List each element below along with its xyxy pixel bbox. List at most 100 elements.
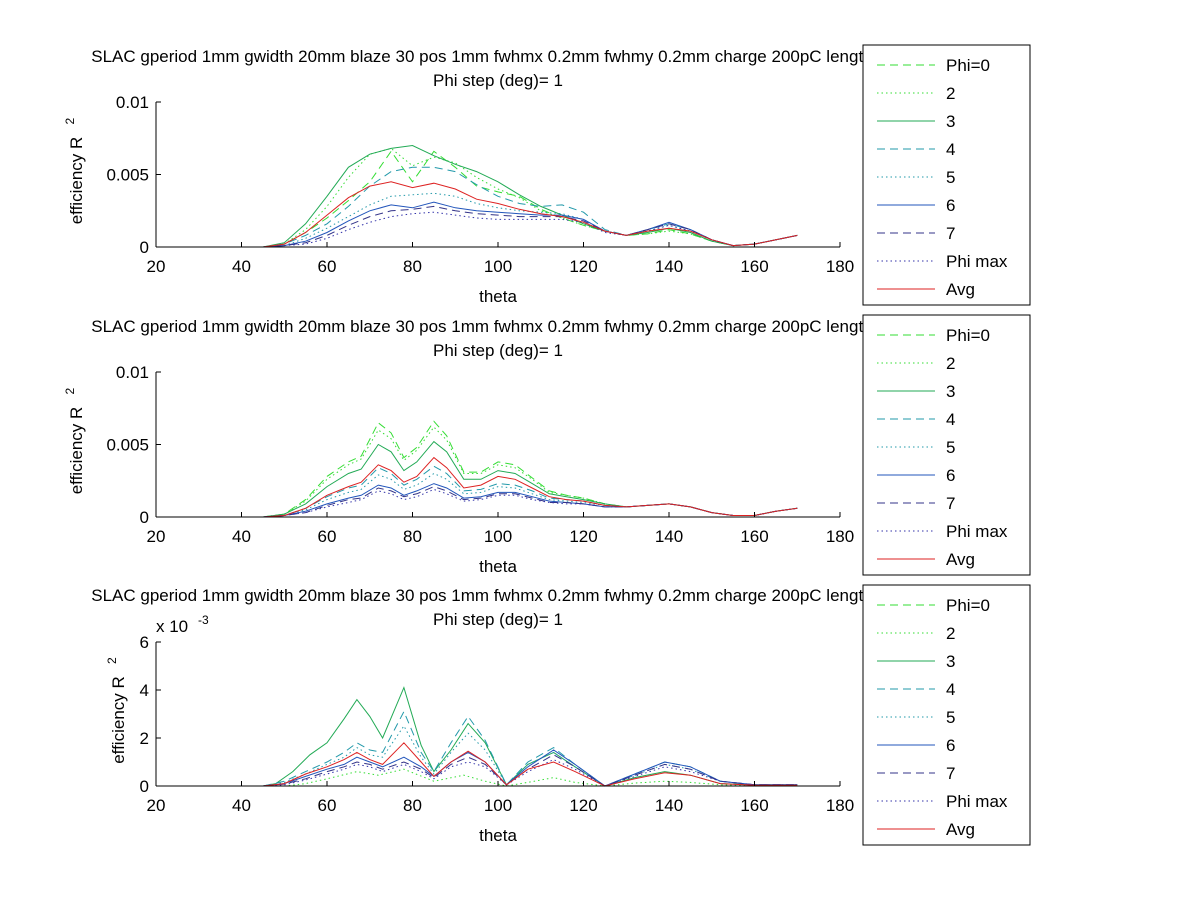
series-line-5 (198, 192, 798, 248)
plot-area (156, 642, 840, 786)
x-tick-label: 100 (484, 796, 512, 815)
legend-label: Phi max (946, 522, 1008, 541)
legend-label: 6 (946, 196, 955, 215)
legend-label: 6 (946, 466, 955, 485)
y-axis-label: efficiency R 2 (63, 388, 86, 495)
y-axis-label: efficiency R 2 (63, 118, 86, 225)
x-tick-label: 40 (232, 527, 251, 546)
legend-label: 7 (946, 224, 955, 243)
chart-title: SLAC gperiod 1mm gwidth 20mm blaze 30 po… (91, 317, 905, 336)
legend-label: Phi=0 (946, 326, 990, 345)
x-tick-label: 120 (569, 257, 597, 276)
legend-label: Avg (946, 550, 975, 569)
legend-label: 5 (946, 708, 955, 727)
series-line-5 (198, 725, 798, 787)
y-axis-label-text: efficiency R (67, 407, 86, 495)
x-tick-label: 180 (826, 796, 854, 815)
subplot-2: 20 40 60 80 100 120 140 160 180 0 0.005 0.01 SLAC gp… (63, 317, 905, 576)
x-tick-label: 60 (318, 796, 337, 815)
x-tick-label: 120 (569, 796, 597, 815)
series-line-2 (198, 768, 798, 787)
series-line-3 (198, 686, 798, 787)
legend-box (862, 314, 1031, 576)
x-axis-label: theta (479, 826, 517, 845)
series-line-1 (198, 150, 798, 248)
subplot-3: 20 40 60 80 100 120 140 160 180 0 2 4 6 x 10 -3 SLAC gp… (91, 586, 905, 845)
legend-label: 3 (946, 652, 955, 671)
legend-label: Phi max (946, 252, 1008, 271)
legend-label: 5 (946, 168, 955, 187)
legend-label: 7 (946, 764, 955, 783)
series-line-3 (198, 144, 798, 248)
chart-title: SLAC gperiod 1mm gwidth 20mm blaze 30 po… (91, 47, 905, 66)
x-tick-label: 60 (318, 527, 337, 546)
x-tick-label: 160 (740, 796, 768, 815)
y-axis-label-text: efficiency R (109, 676, 128, 764)
legend-label: Avg (946, 820, 975, 839)
x-tick-label: 100 (484, 257, 512, 276)
series-line-7 (198, 754, 798, 787)
legend-label: 2 (946, 354, 955, 373)
y-tick-label: 0.01 (116, 93, 149, 112)
legend-label: 3 (946, 382, 955, 401)
x-tick-label: 80 (403, 527, 422, 546)
series-line-9 (198, 181, 798, 248)
plot-area (156, 102, 840, 247)
x-tick-label: 80 (403, 257, 422, 276)
legend-label: 4 (946, 680, 955, 699)
y-axis-label-sup: 2 (63, 118, 77, 125)
y-tick-label: 0.005 (106, 436, 149, 455)
x-tick-label: 160 (740, 257, 768, 276)
legend-label: 6 (946, 736, 955, 755)
x-tick-label: 140 (655, 796, 683, 815)
x-axis-label: theta (479, 557, 517, 576)
y-tick-label: 0.01 (116, 363, 149, 382)
x-tick-label: 80 (403, 796, 422, 815)
legend-3: Phi=0 2 3 4 5 6 7 Phi max Avg (862, 584, 1031, 846)
y-tick-label: 0 (140, 238, 149, 257)
x-tick-label: 60 (318, 257, 337, 276)
chart-subtitle: Phi step (deg)= 1 (433, 341, 563, 360)
y-axis-label-sup: 2 (63, 388, 77, 395)
legend-label: Phi max (946, 792, 1008, 811)
x-axis-label: theta (479, 287, 517, 306)
x-tick-label: 160 (740, 527, 768, 546)
legend-label: 7 (946, 494, 955, 513)
x-tick-label: 40 (232, 796, 251, 815)
x-tick-label: 20 (147, 796, 166, 815)
legend-label: 2 (946, 624, 955, 643)
legend-label: 4 (946, 410, 955, 429)
legend-label: Phi=0 (946, 56, 990, 75)
chart-title: SLAC gperiod 1mm gwidth 20mm blaze 30 po… (91, 586, 905, 605)
x-tick-label: 140 (655, 257, 683, 276)
legend-box (862, 584, 1031, 846)
legend-label: Avg (946, 280, 975, 299)
legend-label: Phi=0 (946, 596, 990, 615)
series-line-6 (198, 749, 798, 787)
chart-subtitle: Phi step (deg)= 1 (433, 71, 563, 90)
y-tick-label: 2 (140, 729, 149, 748)
x-tick-label: 180 (826, 527, 854, 546)
y-axis-label-sup: 2 (105, 657, 119, 664)
y-tick-label: 6 (140, 633, 149, 652)
legend-label: 2 (946, 84, 955, 103)
legend-1: Phi=0 2 3 4 5 6 7 Phi max Avg (862, 44, 1031, 306)
y-axis-label: efficiency R 2 (105, 657, 128, 764)
legend-2: Phi=0 2 3 4 5 6 7 Phi max Avg (862, 314, 1031, 576)
x-tick-label: 180 (826, 257, 854, 276)
subplot-1: 20 40 60 80 100 120 140 160 180 0 0.005 0.01 SLAC gp… (63, 47, 905, 306)
y-exponent-label: x 10 (156, 617, 188, 636)
series-line-5 (198, 472, 798, 518)
legend-box (862, 44, 1031, 306)
x-tick-label: 20 (147, 527, 166, 546)
legend-label: 3 (946, 112, 955, 131)
y-tick-label: 0 (140, 777, 149, 796)
x-tick-label: 40 (232, 257, 251, 276)
x-tick-label: 120 (569, 527, 597, 546)
y-axis-label-text: efficiency R (67, 137, 86, 225)
series-line-9 (198, 456, 798, 518)
chart-subtitle: Phi step (deg)= 1 (433, 610, 563, 629)
x-tick-label: 140 (655, 527, 683, 546)
